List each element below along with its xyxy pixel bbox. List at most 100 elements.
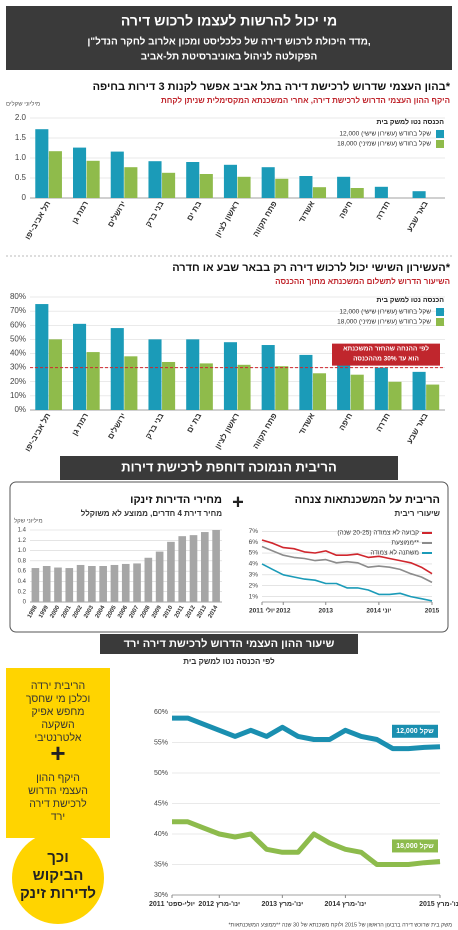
bar	[261, 345, 275, 410]
chart-subtitle: שיעורי ריבית	[395, 509, 441, 518]
bar	[65, 568, 74, 602]
x-tick-label: 2004	[95, 604, 107, 619]
x-tick-label: 2013	[196, 604, 208, 619]
header-subtitle: הפקולטה לניהול באוניברסיטת תל-אביב	[141, 51, 318, 63]
bar	[124, 356, 138, 410]
chart-subtitle: מחיר דירת 4 חדרים, ממוצע לא משוקלל	[81, 509, 222, 518]
x-tick-label: חדרה	[374, 200, 392, 222]
legend-label: 18,000 שקל בחודש (עשירון שמיני)	[337, 140, 431, 148]
bar	[162, 361, 176, 410]
bar	[35, 129, 49, 198]
end-label-box	[392, 839, 438, 853]
x-tick-label: רמת גן	[70, 200, 90, 226]
legend-title: הכנסה נטו למשק בית	[376, 296, 444, 304]
bar	[199, 363, 213, 410]
plus-sign: +	[232, 491, 244, 513]
bar	[99, 566, 107, 602]
y-tick-label: 30%	[154, 892, 168, 899]
line	[261, 539, 433, 575]
bar	[121, 563, 130, 602]
x-tick-label: אשדוד	[297, 199, 317, 224]
sidebar-text: היקף ההון	[36, 772, 80, 784]
x-tick-label: 2009	[151, 604, 163, 619]
bar	[35, 304, 49, 410]
x-tick-label: 2015	[425, 608, 440, 615]
bar	[237, 364, 251, 410]
y-axis-label: מיליוני שקל	[14, 517, 43, 525]
sidebar-circle	[12, 832, 104, 924]
x-tick-label: ראשון לציון	[213, 412, 241, 451]
x-tick-label: פתח תקווה	[251, 412, 279, 451]
chart-title: מחירי הדירות זינקו	[130, 494, 222, 506]
line	[261, 545, 433, 584]
bar	[261, 167, 275, 198]
bar	[374, 367, 388, 410]
bar	[54, 567, 62, 602]
legend-swatch	[436, 130, 444, 138]
bar	[189, 535, 198, 602]
circle-text: לדירות זינק	[20, 885, 96, 902]
bar	[144, 557, 153, 602]
x-tick-label: 1998	[27, 604, 39, 619]
section-title: הריבית הנמוכה דוחפת לרכישת דירות	[121, 459, 337, 474]
x-tick-label: בני ברק	[144, 200, 166, 229]
legend-label: 12,000 שקל בחודש (עשירון שישי)	[339, 130, 431, 138]
chart-subtitle: היקף ההון העצמי הדרוש לרכישת דירה, אחרי …	[161, 96, 450, 105]
bar	[275, 366, 289, 410]
y-tick-label: 1.5	[15, 133, 27, 142]
x-tick-label: 2005	[106, 604, 118, 619]
chart5-banner	[100, 634, 358, 654]
x-tick-label: חיפה	[337, 200, 354, 221]
y-tick-label: 50%	[154, 770, 168, 777]
y-tick-label: 0.6	[18, 569, 27, 575]
bar	[148, 339, 162, 410]
x-tick-label: ינו'-מרץ 2012	[198, 901, 240, 908]
bar	[186, 339, 200, 410]
legend-label: 18,000 שקל בחודש (עשירון שמיני)	[337, 318, 431, 326]
bar	[148, 161, 162, 198]
sidebar-text: מחפש אפיק	[31, 706, 84, 718]
bar	[76, 564, 85, 602]
sidebar-text: לרכישת דירה	[29, 798, 87, 810]
circle-text: הביקוש	[33, 867, 84, 884]
x-tick-label: רמת גן	[70, 412, 90, 438]
bar	[212, 530, 220, 602]
bar	[426, 384, 440, 410]
bar	[200, 532, 209, 602]
bar	[162, 172, 176, 198]
x-tick-label: באר שבע	[405, 412, 430, 446]
legend-title: הכנסה נטו למשק בית	[376, 118, 444, 126]
footnote: *משק בית שרוכש דירה ברבעון הראשון של 201…	[228, 921, 452, 928]
bar	[42, 566, 51, 602]
y-tick-label: 40%	[154, 831, 168, 838]
y-tick-label: 1.0	[15, 153, 27, 162]
y-tick-label: 45%	[154, 800, 168, 807]
x-tick-label: חיפה	[337, 412, 354, 433]
x-tick-label: ירושלים	[106, 412, 128, 441]
y-tick-label: 0	[22, 193, 27, 202]
line	[172, 819, 441, 867]
bar	[223, 164, 237, 198]
x-tick-label: תל אביב-יפו	[23, 411, 52, 453]
sidebar-text: אלטרנטיבי	[35, 732, 82, 744]
x-tick-label: בני ברק	[144, 412, 166, 441]
x-tick-label: יוני 2014	[366, 608, 391, 615]
x-tick-label: ינו'-מרץ 2013	[261, 901, 303, 908]
y-tick-label: 80%	[10, 292, 26, 301]
bar	[86, 352, 100, 410]
sidebar-text: וכלכן מי שחסך	[26, 693, 90, 705]
bar	[48, 339, 62, 410]
x-tick-label: 2012	[185, 604, 197, 619]
y-tick-label: 20%	[10, 377, 26, 386]
sidebar-text: השקעה	[41, 719, 74, 731]
x-tick-label: 2008	[140, 604, 152, 619]
chart-title: העשירון השישי יכול לרכוש דירה רק בבאר שב…	[172, 261, 451, 274]
annotation: לפי ההנחה שהחזר המשכנתא	[343, 344, 429, 352]
sidebar-text: הריבית ירדה	[31, 680, 85, 692]
bar	[350, 188, 364, 198]
bar	[223, 342, 237, 410]
y-tick-label: 50%	[10, 334, 26, 343]
bar	[388, 381, 402, 410]
